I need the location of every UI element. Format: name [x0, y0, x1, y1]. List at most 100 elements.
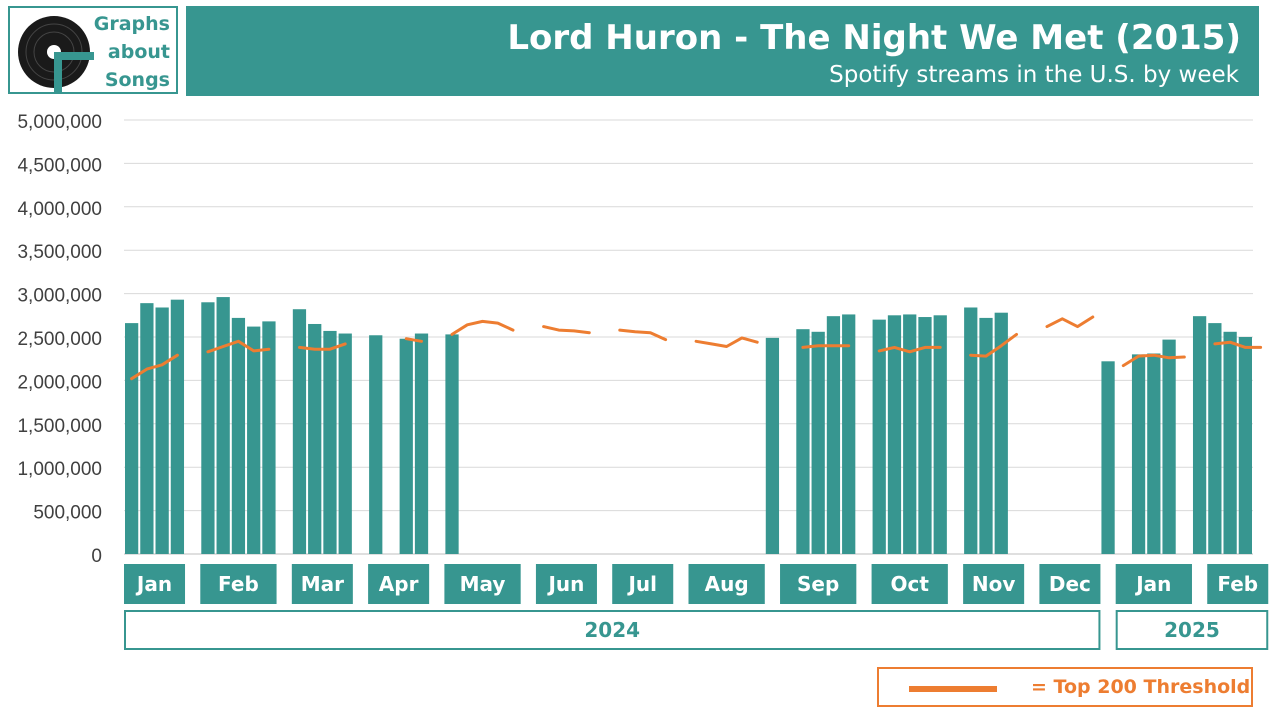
stream-bar [323, 330, 337, 554]
legend-threshold-swatch [909, 686, 997, 692]
stream-bar [247, 326, 261, 554]
logo-line-3: Songs [104, 69, 170, 91]
stream-bar [399, 338, 413, 554]
month-label: Jun [546, 572, 584, 596]
stream-bar [216, 297, 230, 554]
threshold-line-segment [542, 325, 591, 335]
month-label-box [535, 564, 597, 604]
month-label-box [871, 564, 948, 604]
month-label: Mar [301, 572, 344, 596]
month-label: Jan [135, 572, 172, 596]
stream-bar [933, 315, 947, 554]
y-tick-label: 3,500,000 [17, 242, 102, 263]
threshold-line-segment [801, 344, 851, 349]
month-label-box [688, 564, 765, 604]
stream-bar [765, 337, 780, 554]
logo-text: Graphs about Songs [94, 10, 170, 94]
month-label: Jul [626, 572, 657, 596]
month-label-box [1115, 564, 1192, 604]
year-label-box [1115, 610, 1269, 650]
stream-bar [170, 299, 185, 554]
stream-bar [1208, 323, 1222, 554]
legend-threshold-label: = Top 200 Threshold [1031, 676, 1251, 698]
threshold-line-segment [694, 336, 759, 348]
month-label: Feb [1217, 572, 1258, 596]
month-label: Sep [797, 572, 839, 596]
stream-bar [231, 317, 246, 554]
year-label-box [124, 610, 1101, 650]
month-label: Oct [891, 572, 930, 596]
logo-line-2: about [107, 41, 170, 63]
brand-logo: Graphs about Songs [8, 6, 178, 94]
year-label: 2025 [1164, 618, 1220, 642]
y-tick-label: 500,000 [33, 503, 102, 524]
stream-bar [964, 307, 978, 554]
y-tick-label: 2,500,000 [17, 329, 102, 350]
month-label: Dec [1049, 572, 1091, 596]
stream-bar [872, 319, 886, 554]
legend: = Top 200 Threshold [877, 667, 1253, 707]
stream-bar [903, 314, 917, 554]
threshold-line-segment [130, 353, 179, 381]
stream-bar [826, 316, 841, 554]
stream-bar [445, 334, 459, 554]
month-label-box [444, 564, 521, 604]
stream-bar [262, 321, 276, 554]
threshold-line-segment [404, 337, 423, 343]
month-label: Feb [218, 572, 259, 596]
stream-bar [308, 323, 322, 554]
stream-bar [979, 317, 993, 554]
title-banner: Lord Huron - The Night We Met (2015) Spo… [186, 6, 1259, 96]
stream-bar [1131, 354, 1146, 554]
chart-title: Lord Huron - The Night We Met (2015) [507, 18, 1241, 58]
stream-bar [1162, 339, 1176, 554]
threshold-line-segment [969, 332, 1018, 358]
y-tick-label: 5,000,000 [17, 112, 102, 133]
stream-bar [1223, 331, 1237, 554]
month-label: Apr [379, 572, 419, 596]
month-label: Jan [1134, 572, 1171, 596]
threshold-line-segment [450, 319, 515, 336]
stream-bar [842, 314, 856, 554]
stream-bar [1192, 316, 1207, 554]
vinyl-record-icon [18, 16, 94, 92]
stream-bar [918, 317, 932, 554]
y-tick-label: 4,000,000 [17, 199, 102, 220]
stream-bar [414, 333, 429, 554]
stream-bar [1238, 337, 1252, 554]
month-label-box [291, 564, 353, 604]
stream-bar [292, 309, 307, 554]
y-tick-label: 3,000,000 [17, 286, 102, 307]
stream-bar [369, 335, 383, 554]
month-label-box [612, 564, 674, 604]
month-label: May [460, 572, 506, 596]
threshold-line-segment [1213, 340, 1263, 349]
stream-bar [796, 329, 810, 554]
month-label-box [780, 564, 857, 604]
stream-bar [201, 302, 215, 554]
y-tick-label: 4,500,000 [17, 155, 102, 176]
month-label: Aug [705, 572, 749, 596]
threshold-line-segment [1045, 315, 1095, 329]
threshold-line-segment [298, 342, 347, 351]
month-label-box [1039, 564, 1101, 604]
month-label-box [368, 564, 430, 604]
y-tick-label: 1,000,000 [17, 459, 102, 480]
y-tick-label: 1,500,000 [17, 416, 102, 437]
stream-bar [140, 303, 154, 554]
month-label-box [200, 564, 277, 604]
threshold-line-segment [1121, 353, 1186, 368]
month-label: Nov [972, 572, 1016, 596]
stream-bar [125, 323, 139, 554]
month-label-box [124, 564, 186, 604]
stream-bar [1147, 353, 1161, 554]
stream-bar [1101, 361, 1115, 554]
stream-bar [811, 331, 825, 554]
y-tick-label: 0 [91, 546, 102, 567]
stream-bar [155, 307, 169, 554]
chart-subtitle: Spotify streams in the U.S. by week [829, 62, 1239, 88]
logo-line-1: Graphs [93, 13, 170, 35]
stream-bar [994, 312, 1008, 554]
threshold-line-segment [877, 345, 942, 354]
